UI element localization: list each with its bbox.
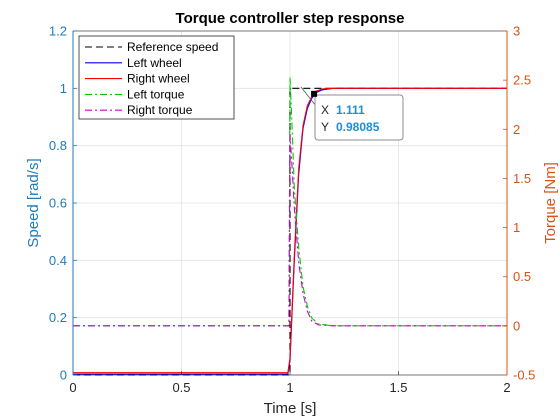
left-y-tick-label: 1 <box>60 81 67 96</box>
left-y-tick-label: 0.8 <box>49 138 67 153</box>
right-y-tick-label: 1.5 <box>513 171 531 186</box>
datatip-x-value: 1.111 <box>336 103 365 117</box>
datatip-x-label: X <box>321 103 329 117</box>
right-y-tick-label: 2 <box>513 122 520 137</box>
right-y-tick-label: 0.5 <box>513 269 531 284</box>
chart-title: Torque controller step response <box>176 10 405 27</box>
right-y-tick-label: -0.5 <box>513 368 535 383</box>
datatip-y-value: 0.98085 <box>336 120 380 134</box>
left-y-axis-label: Speed [rad/s] <box>25 158 42 247</box>
left-y-tick-label: 0 <box>60 368 67 383</box>
x-tick-label: 1.5 <box>389 380 407 395</box>
legend-label: Left wheel <box>127 56 182 70</box>
x-tick-label: 0 <box>69 380 76 395</box>
right-y-tick-label: 0 <box>513 318 520 333</box>
datatip-marker <box>311 91 317 97</box>
right-y-tick-label: 2.5 <box>513 73 531 88</box>
x-axis-label: Time [s] <box>264 400 317 417</box>
datatip-point[interactable] <box>311 91 317 97</box>
right-y-axis-label: Torque [Nm] <box>542 162 559 244</box>
left-y-tick-label: 0.2 <box>49 310 67 325</box>
legend-label: Right torque <box>127 103 193 117</box>
right-y-tick-label: 3 <box>513 24 520 39</box>
left-y-tick-label: 0.6 <box>49 196 67 211</box>
left-y-tick-label: 0.4 <box>49 253 67 268</box>
legend-label: Reference speed <box>127 40 218 54</box>
left-y-tick-label: 1.2 <box>49 24 67 39</box>
right-y-tick-label: 1 <box>513 220 520 235</box>
x-tick-label: 1 <box>286 380 293 395</box>
x-tick-label: 0.5 <box>172 380 190 395</box>
legend-label: Left torque <box>127 87 185 101</box>
legend-label: Right wheel <box>127 72 190 86</box>
legend[interactable]: Reference speed Left wheel Right wheelLeft… <box>79 36 234 119</box>
x-tick-label: 2 <box>503 380 510 395</box>
datatip-y-label: Y <box>321 120 329 134</box>
